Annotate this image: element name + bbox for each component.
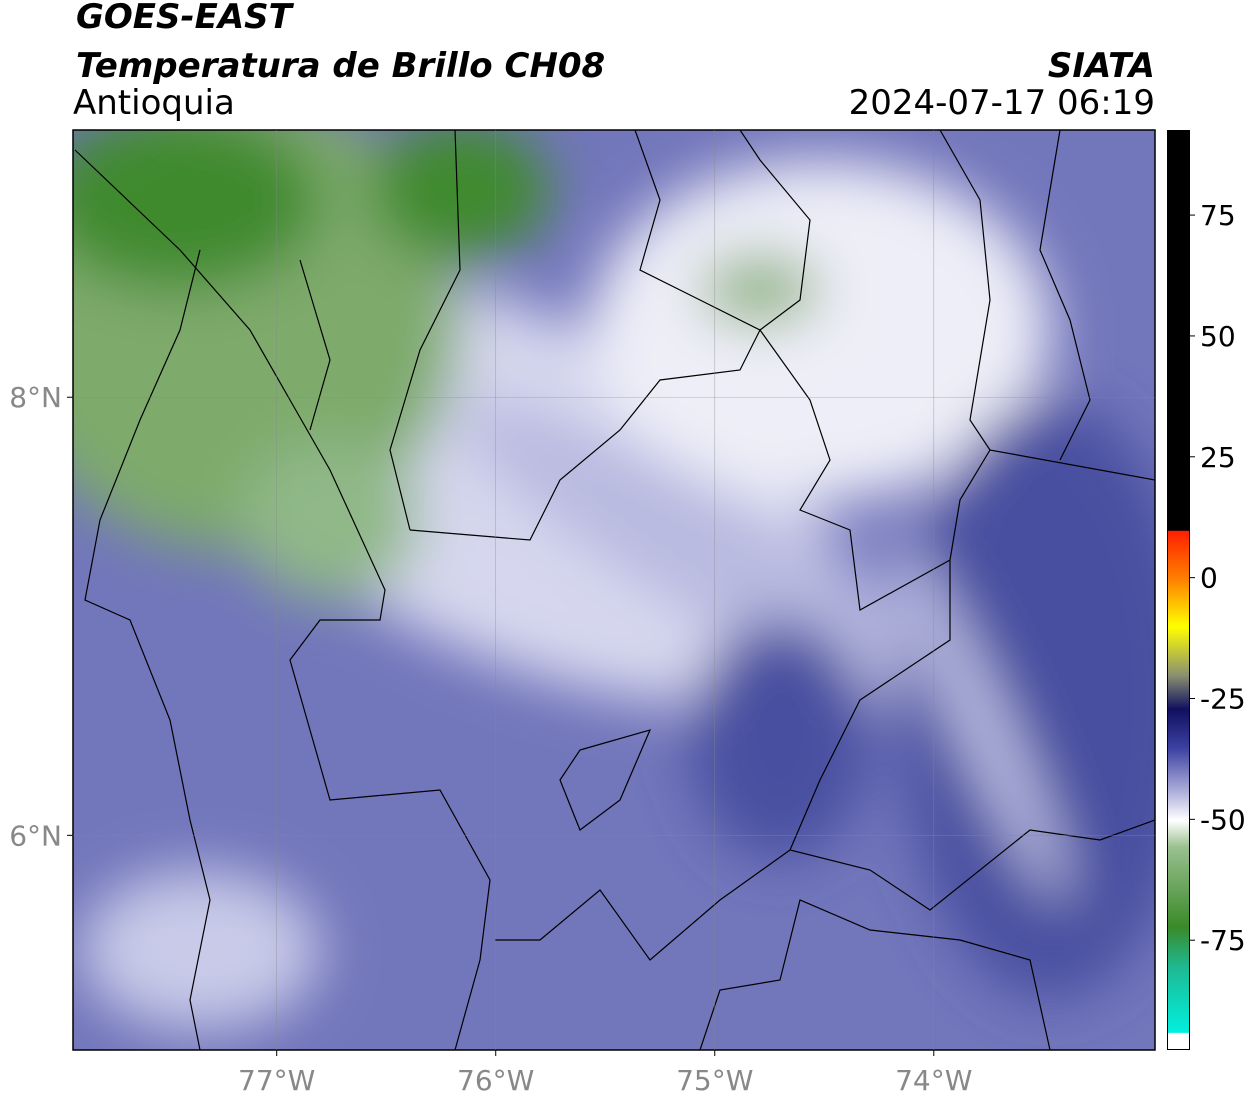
datetime: 2024-07-17 06:19 — [848, 83, 1155, 123]
colorbar-tick-label: -50 — [1200, 803, 1246, 836]
colorbar-tick-label: 50 — [1200, 320, 1236, 353]
satellite-title: GOES-EAST — [76, 0, 292, 37]
source: SIATA — [1047, 46, 1155, 86]
x-tick-label: 74°W — [895, 1064, 972, 1097]
x-tick-label: 77°W — [238, 1064, 315, 1097]
x-tick-label: 76°W — [457, 1064, 534, 1097]
colorbar-tick-label: 0 — [1200, 562, 1218, 595]
y-tick-label: 8°N — [9, 381, 62, 414]
colorbar-tick-label: -25 — [1200, 682, 1246, 715]
borders — [74, 130, 1155, 1050]
map-frame — [72, 129, 1156, 1051]
x-tick-label: 75°W — [676, 1064, 753, 1097]
product-title: Temperatura de Brillo CH08 — [76, 46, 606, 86]
colorbar — [1167, 130, 1190, 1050]
colorbar-tick-label: -75 — [1200, 924, 1246, 957]
region: Antioquia — [73, 83, 235, 123]
colorbar-tick-label: 75 — [1200, 199, 1236, 232]
imagery — [73, 130, 1155, 1050]
y-tick-label: 6°N — [9, 819, 62, 852]
colorbar-tick-label: 25 — [1200, 441, 1236, 474]
